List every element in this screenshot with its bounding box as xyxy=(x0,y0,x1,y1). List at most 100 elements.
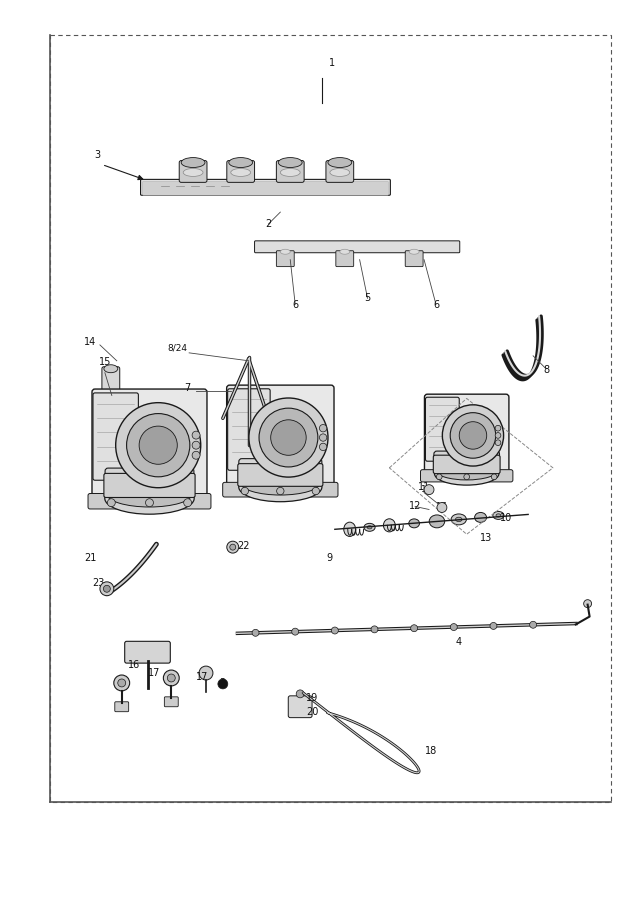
Circle shape xyxy=(495,426,501,431)
Text: 10: 10 xyxy=(501,513,513,524)
Ellipse shape xyxy=(434,463,499,485)
Circle shape xyxy=(277,487,284,495)
FancyBboxPatch shape xyxy=(288,696,312,717)
Circle shape xyxy=(331,627,338,634)
Ellipse shape xyxy=(279,158,302,167)
Ellipse shape xyxy=(280,249,290,254)
Text: 11: 11 xyxy=(418,482,430,491)
Text: 14: 14 xyxy=(84,337,96,347)
FancyBboxPatch shape xyxy=(179,160,207,183)
Circle shape xyxy=(584,599,591,608)
Ellipse shape xyxy=(409,519,420,527)
Text: 16: 16 xyxy=(127,660,140,670)
Circle shape xyxy=(411,625,418,632)
FancyBboxPatch shape xyxy=(405,251,423,266)
Ellipse shape xyxy=(107,482,192,507)
Circle shape xyxy=(252,629,259,636)
Circle shape xyxy=(241,487,249,495)
FancyBboxPatch shape xyxy=(223,482,338,497)
Bar xyxy=(50,35,611,803)
Circle shape xyxy=(192,451,200,459)
Text: 3: 3 xyxy=(94,149,100,159)
Ellipse shape xyxy=(459,422,487,449)
FancyBboxPatch shape xyxy=(228,389,270,471)
Ellipse shape xyxy=(259,408,318,467)
Text: 17: 17 xyxy=(196,672,208,682)
FancyBboxPatch shape xyxy=(227,160,254,183)
Circle shape xyxy=(107,499,115,507)
Ellipse shape xyxy=(116,402,201,488)
Circle shape xyxy=(492,474,497,480)
Text: 7: 7 xyxy=(184,382,190,392)
Text: 22: 22 xyxy=(238,541,250,551)
Circle shape xyxy=(319,425,327,432)
Circle shape xyxy=(230,544,236,550)
Text: 19: 19 xyxy=(306,693,318,703)
Circle shape xyxy=(319,443,327,451)
Ellipse shape xyxy=(280,168,300,176)
Ellipse shape xyxy=(104,364,118,373)
FancyBboxPatch shape xyxy=(88,493,211,509)
FancyBboxPatch shape xyxy=(226,385,334,484)
FancyBboxPatch shape xyxy=(420,470,513,482)
Circle shape xyxy=(118,679,126,687)
Ellipse shape xyxy=(384,518,396,532)
FancyBboxPatch shape xyxy=(424,394,509,472)
Ellipse shape xyxy=(340,249,350,254)
Circle shape xyxy=(192,441,200,449)
Ellipse shape xyxy=(330,168,350,176)
Ellipse shape xyxy=(241,471,320,495)
FancyBboxPatch shape xyxy=(93,393,139,481)
FancyBboxPatch shape xyxy=(336,251,354,266)
Text: 6: 6 xyxy=(292,301,298,310)
Ellipse shape xyxy=(231,168,251,176)
Circle shape xyxy=(371,626,378,633)
Circle shape xyxy=(319,434,327,441)
Ellipse shape xyxy=(328,158,352,167)
Ellipse shape xyxy=(429,515,445,527)
Circle shape xyxy=(437,502,447,512)
Circle shape xyxy=(495,440,501,445)
Circle shape xyxy=(292,628,299,635)
FancyBboxPatch shape xyxy=(105,468,194,503)
Circle shape xyxy=(296,690,304,698)
FancyBboxPatch shape xyxy=(433,455,500,473)
Text: 16: 16 xyxy=(421,484,432,493)
Circle shape xyxy=(490,623,497,629)
Text: 6: 6 xyxy=(433,301,439,310)
Circle shape xyxy=(114,675,130,691)
Text: 4: 4 xyxy=(456,637,462,647)
Text: 18: 18 xyxy=(425,746,437,756)
Ellipse shape xyxy=(493,511,504,519)
Ellipse shape xyxy=(443,405,504,466)
Text: 17: 17 xyxy=(148,668,161,678)
Circle shape xyxy=(312,487,319,495)
Text: 8: 8 xyxy=(543,364,549,374)
Circle shape xyxy=(163,670,179,686)
FancyBboxPatch shape xyxy=(277,160,304,183)
FancyBboxPatch shape xyxy=(238,464,323,486)
Ellipse shape xyxy=(436,462,497,480)
FancyBboxPatch shape xyxy=(239,459,322,491)
Ellipse shape xyxy=(474,512,487,522)
Circle shape xyxy=(184,499,191,507)
FancyBboxPatch shape xyxy=(125,642,170,663)
FancyBboxPatch shape xyxy=(254,241,460,253)
Circle shape xyxy=(464,474,469,480)
FancyBboxPatch shape xyxy=(425,397,459,461)
FancyBboxPatch shape xyxy=(102,366,120,399)
Circle shape xyxy=(104,585,110,592)
Ellipse shape xyxy=(364,524,375,531)
Circle shape xyxy=(450,624,457,631)
Ellipse shape xyxy=(451,514,466,525)
Circle shape xyxy=(167,674,176,682)
Text: 1: 1 xyxy=(329,58,335,68)
Ellipse shape xyxy=(409,249,419,254)
Ellipse shape xyxy=(105,482,194,514)
Text: 23: 23 xyxy=(92,578,104,588)
FancyBboxPatch shape xyxy=(277,251,294,266)
Circle shape xyxy=(424,485,434,495)
FancyBboxPatch shape xyxy=(434,451,499,478)
Text: 21: 21 xyxy=(84,553,96,563)
Ellipse shape xyxy=(271,419,306,455)
